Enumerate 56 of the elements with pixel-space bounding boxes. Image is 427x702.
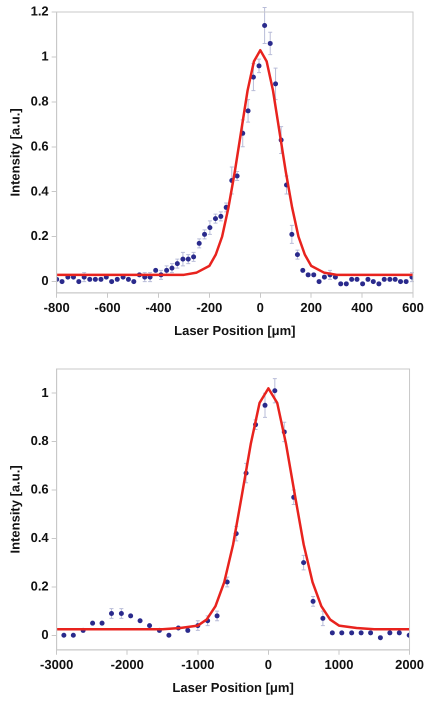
point <box>310 598 316 604</box>
x-tick-label: -800 <box>44 300 70 316</box>
point <box>128 613 134 618</box>
x-tick-label: 2000 <box>395 657 424 672</box>
point <box>166 632 172 638</box>
y-tick-label: 0 <box>41 626 49 642</box>
point <box>339 630 344 636</box>
x-tick-label: 0 <box>256 300 264 316</box>
point <box>90 620 96 626</box>
x-tick-label: -1000 <box>181 657 214 672</box>
y-axis-title: Intensity [a.u.] <box>7 465 22 554</box>
point <box>301 560 306 566</box>
point <box>138 618 143 624</box>
x-tick-label: -200 <box>196 300 222 316</box>
y-tick-label: 0.8 <box>30 433 49 448</box>
x-tick-label: -2000 <box>110 657 144 672</box>
x-axis-title: Laser Position [μm] <box>172 680 294 695</box>
y-tick-label: 0.6 <box>30 482 49 497</box>
point <box>330 630 335 636</box>
point <box>147 623 152 628</box>
point <box>214 613 220 618</box>
point <box>100 620 105 626</box>
point <box>320 616 326 621</box>
point <box>272 388 278 394</box>
x-tick-label: -400 <box>145 300 172 316</box>
point <box>358 630 364 636</box>
x-tick-label: -600 <box>94 300 121 316</box>
y-tick-label: 0.4 <box>30 183 50 198</box>
x-tick-label: -3000 <box>40 657 74 672</box>
point <box>118 610 124 616</box>
point <box>368 630 374 636</box>
y-axis-title: Intensity [a.u.] <box>7 108 22 196</box>
point <box>185 628 190 633</box>
x-tick-label: 200 <box>300 300 322 316</box>
x-tick-label: 0 <box>264 657 272 672</box>
y-tick-label: 0.2 <box>30 578 49 594</box>
y-tick-label: 0 <box>41 273 49 288</box>
point <box>61 632 66 638</box>
point <box>396 630 402 636</box>
x-tick-label: 1000 <box>324 657 354 672</box>
y-tick-label: 0.4 <box>30 530 50 546</box>
point <box>70 632 76 638</box>
y-tick-label: 0.2 <box>30 228 49 244</box>
y-tick-label: 0.8 <box>30 93 49 108</box>
point <box>262 402 268 408</box>
point <box>378 635 383 640</box>
y-tick-label: 1.2 <box>30 4 49 19</box>
point <box>349 630 354 636</box>
x-tick-label: 600 <box>402 300 424 316</box>
y-tick-label: 0.6 <box>30 138 49 154</box>
x-tick-label: 400 <box>351 300 373 316</box>
y-tick-label: 1 <box>41 48 49 64</box>
point <box>387 630 392 636</box>
point <box>109 610 114 616</box>
y-tick-label: 1 <box>41 384 49 400</box>
x-axis-title: Laser Position [μm] <box>174 322 296 338</box>
